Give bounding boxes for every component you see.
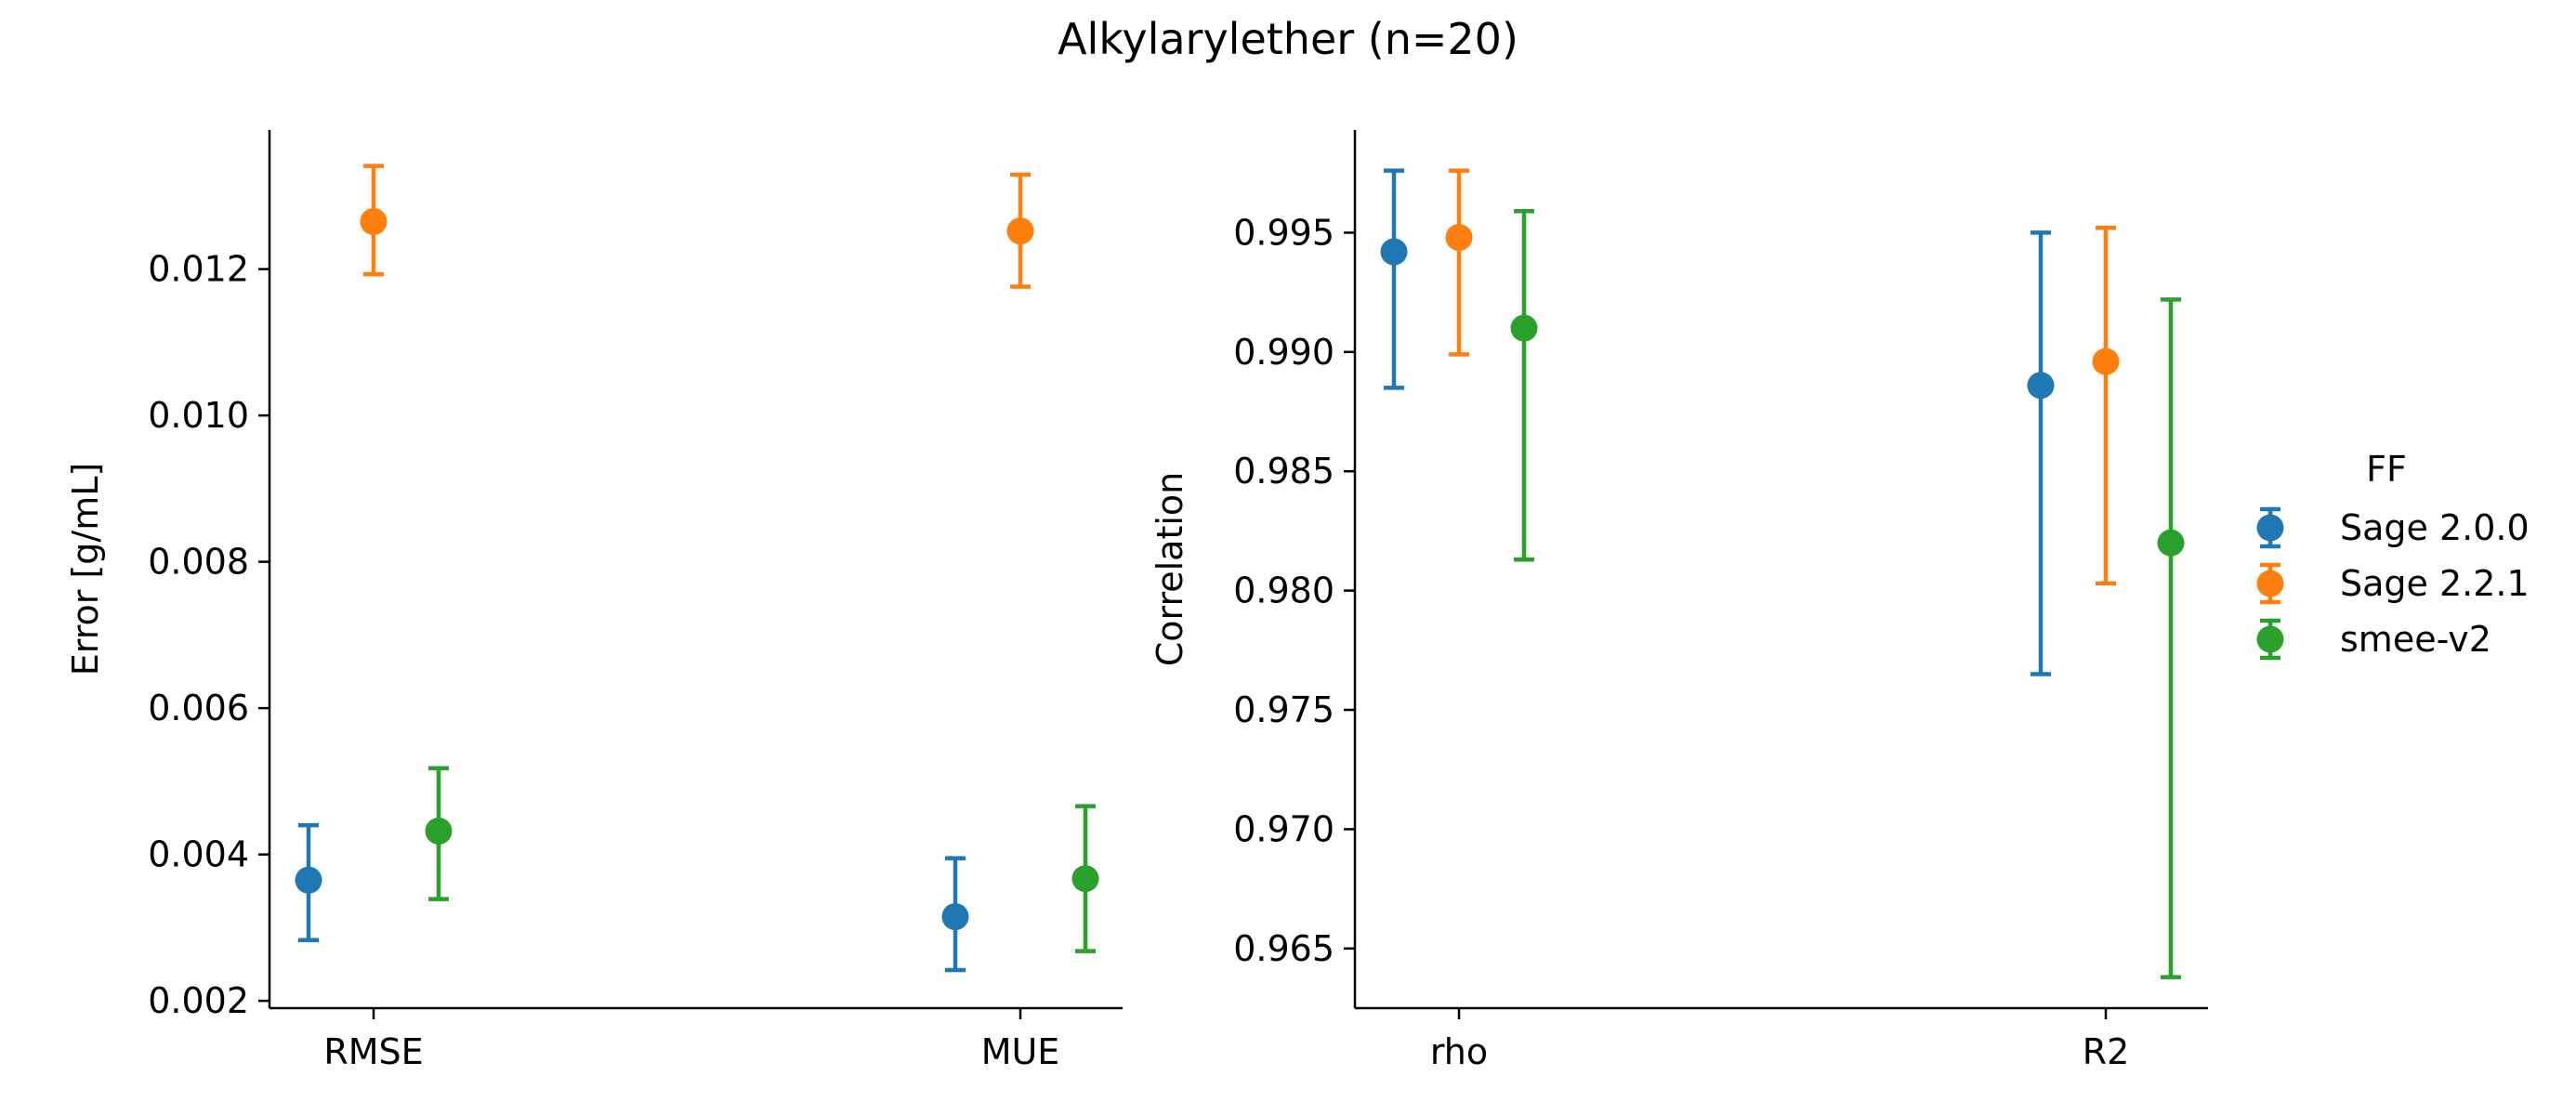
legend-title: FF — [2366, 449, 2407, 490]
legend-entry: Sage 2.2.1 — [2256, 562, 2530, 605]
data-point — [941, 903, 969, 931]
legend-marker — [2256, 514, 2284, 542]
x-tick-label: RMSE — [323, 1031, 423, 1072]
y-tick-label: 0.975 — [1233, 689, 1334, 730]
figure-title: Alkylarylether (n=20) — [1058, 14, 1518, 64]
series-1 — [295, 822, 969, 973]
chart-panel-2: 0.965 0.970 0.975 0.980 0.985 0.990 0.995 rho R2… — [1150, 130, 2208, 1072]
legend-label: Sage 2.0.0 — [2340, 507, 2530, 548]
y-tick-label: 0.002 — [148, 980, 249, 1021]
series-1 — [1380, 168, 2055, 676]
series-3 — [1510, 209, 2185, 979]
data-point — [1006, 217, 1034, 245]
legend-marker — [2256, 625, 2284, 653]
series-2 — [1445, 168, 2120, 586]
data-point — [1445, 224, 1473, 252]
data-point — [360, 207, 388, 235]
y-tick-label: 0.970 — [1233, 808, 1334, 849]
y-tick-label: 0.008 — [148, 542, 249, 583]
legend: FF Sage 2.0.0 Sage 2.2.1 smee-v2 — [2256, 449, 2530, 661]
series-3 — [425, 766, 1099, 953]
legend-label: smee-v2 — [2340, 619, 2491, 660]
legend-entry: smee-v2 — [2256, 618, 2491, 661]
series-2 — [360, 164, 1034, 289]
y-axis-label: Correlation — [1150, 472, 1190, 667]
legend-items: Sage 2.0.0 Sage 2.2.1 smee-v2 — [2256, 506, 2530, 661]
x-tick-label: R2 — [2083, 1031, 2130, 1072]
data-point — [2027, 372, 2055, 400]
x-tick-label: MUE — [981, 1031, 1060, 1072]
chart-panel-1: 0.002 0.004 0.006 0.008 0.010 0.012 RMSE MUE Err… — [65, 130, 1123, 1072]
y-tick-label: 0.010 — [148, 395, 249, 436]
data-point — [2092, 348, 2120, 375]
legend-marker — [2256, 570, 2284, 597]
data-point — [2157, 529, 2185, 557]
y-tick-label: 0.995 — [1233, 212, 1334, 253]
y-tick-label: 0.012 — [148, 249, 249, 290]
legend-entry: Sage 2.0.0 — [2256, 506, 2530, 549]
y-axis-label: Error [g/mL] — [65, 463, 106, 676]
plots-container: 0.002 0.004 0.006 0.008 0.010 0.012 RMSE MUE Err… — [65, 130, 2208, 1072]
y-tick-label: 0.965 — [1233, 928, 1334, 969]
data-point — [1510, 314, 1538, 342]
data-point — [1380, 238, 1408, 266]
y-tick-label: 0.004 — [148, 834, 249, 875]
y-tick-label: 0.985 — [1233, 451, 1334, 492]
x-tick-label: rho — [1430, 1031, 1488, 1072]
y-tick-label: 0.006 — [148, 688, 249, 728]
legend-label: Sage 2.2.1 — [2340, 563, 2530, 604]
data-point — [425, 817, 453, 845]
data-point — [1071, 865, 1099, 893]
y-tick-label: 0.980 — [1233, 571, 1334, 611]
y-tick-label: 0.990 — [1233, 332, 1334, 373]
data-point — [295, 866, 322, 894]
